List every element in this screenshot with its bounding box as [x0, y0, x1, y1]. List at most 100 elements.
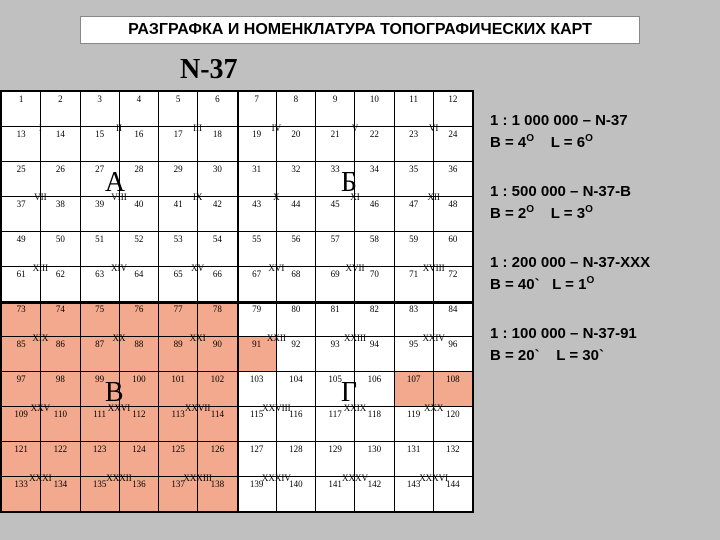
- grid-cell: 61: [2, 267, 41, 302]
- grid-cell: 76: [119, 302, 158, 337]
- grid-cell: 50: [41, 232, 80, 267]
- grid-cell: 53: [159, 232, 198, 267]
- grid-cell: 114: [198, 407, 237, 442]
- grid-cell: 41: [159, 197, 198, 232]
- grid-cell: 78: [198, 302, 237, 337]
- grid-cell: 3: [80, 92, 119, 127]
- note-dims: В = 20` L = 30`: [490, 346, 710, 364]
- grid-cell: 91: [237, 337, 276, 372]
- grid-cell: 134: [41, 477, 80, 512]
- grid-cell: 71: [394, 267, 433, 302]
- grid-cell: 35: [394, 162, 433, 197]
- grid-cell: 126: [198, 442, 237, 477]
- grid-cell: 59: [394, 232, 433, 267]
- grid-cell: 51: [80, 232, 119, 267]
- grid-cell: 62: [41, 267, 80, 302]
- grid-cell: 54: [198, 232, 237, 267]
- grid-cell: 90: [198, 337, 237, 372]
- grid-cell: 77: [159, 302, 198, 337]
- grid-cell: 40: [119, 197, 158, 232]
- grid-cell: 104: [276, 372, 315, 407]
- grid-cell: 135: [80, 477, 119, 512]
- grid-cell: 24: [433, 127, 472, 162]
- grid-cell: 55: [237, 232, 276, 267]
- grid-cell: 33: [316, 162, 355, 197]
- grid-cell: 85: [2, 337, 41, 372]
- note-0: 1 : 1 000 000 – N-37 В = 4О L = 6О: [490, 112, 710, 151]
- grid-cell: 52: [119, 232, 158, 267]
- grid-cell: 26: [41, 162, 80, 197]
- grid-cell: 87: [80, 337, 119, 372]
- grid-cell: 79: [237, 302, 276, 337]
- note-dims: В = 2О L = 3О: [490, 204, 710, 222]
- grid-cell: 16: [119, 127, 158, 162]
- note-scale: 1 : 500 000 – N-37-В: [490, 183, 710, 200]
- grid-cell: 63: [80, 267, 119, 302]
- grid-cell: 95: [394, 337, 433, 372]
- grid-cell: 57: [316, 232, 355, 267]
- grid-cell: 116: [276, 407, 315, 442]
- grid-cell: 140: [276, 477, 315, 512]
- note-scale: 1 : 200 000 – N-37-XXX: [490, 254, 710, 271]
- grid-cell: 81: [316, 302, 355, 337]
- grid-cell: 96: [433, 337, 472, 372]
- grid-cell: 29: [159, 162, 198, 197]
- grid-cell: 75: [80, 302, 119, 337]
- grid-cell: 98: [41, 372, 80, 407]
- grid-cell: 44: [276, 197, 315, 232]
- grid-cell: 15: [80, 127, 119, 162]
- note-scale: 1 : 100 000 – N-37-91: [490, 325, 710, 342]
- grid-cell: 112: [119, 407, 158, 442]
- grid-cell: 94: [355, 337, 394, 372]
- grid-cell: 67: [237, 267, 276, 302]
- grid-cell: 1: [2, 92, 41, 127]
- grid-cell: 13: [2, 127, 41, 162]
- grid-cell: 73: [2, 302, 41, 337]
- grid-cell: 22: [355, 127, 394, 162]
- grid-cell: 99: [80, 372, 119, 407]
- grid-cell: 141: [316, 477, 355, 512]
- grid-cell: 113: [159, 407, 198, 442]
- grid-cell: 12: [433, 92, 472, 127]
- grid-cell: 110: [41, 407, 80, 442]
- grid-cell: 72: [433, 267, 472, 302]
- grid-cell: 89: [159, 337, 198, 372]
- note-3: 1 : 100 000 – N-37-91 В = 20` L = 30`: [490, 325, 710, 364]
- grid-cell: 101: [159, 372, 198, 407]
- grid-cell: 138: [198, 477, 237, 512]
- grid-cell: 97: [2, 372, 41, 407]
- grid-cell: 48: [433, 197, 472, 232]
- grid-cell: 83: [394, 302, 433, 337]
- grid-cell: 42: [198, 197, 237, 232]
- grid-cell: 118: [355, 407, 394, 442]
- grid-cell: 142: [355, 477, 394, 512]
- grid-cell: 9: [316, 92, 355, 127]
- grid-cell: 84: [433, 302, 472, 337]
- grid-cell: 2: [41, 92, 80, 127]
- note-dims: В = 4О L = 6О: [490, 133, 710, 151]
- grid-cell: 19: [237, 127, 276, 162]
- grid-cell: 28: [119, 162, 158, 197]
- grid-cell: 60: [433, 232, 472, 267]
- grid-cell: 46: [355, 197, 394, 232]
- grid-cell: 11: [394, 92, 433, 127]
- grid-cell: 144: [433, 477, 472, 512]
- grid-cell: 105: [316, 372, 355, 407]
- grid-cell: 115: [237, 407, 276, 442]
- grid-cell: 65: [159, 267, 198, 302]
- note-dims: В = 40` L = 1О: [490, 275, 710, 293]
- grid-cell: 92: [276, 337, 315, 372]
- grid-table: 1234567891011121314151617181920212223242…: [1, 91, 473, 512]
- grid-cell: 45: [316, 197, 355, 232]
- grid-cell: 129: [316, 442, 355, 477]
- scale-notes: 1 : 1 000 000 – N-37 В = 4О L = 6О 1 : 5…: [490, 108, 710, 396]
- grid-cell: 132: [433, 442, 472, 477]
- grid-cell: 14: [41, 127, 80, 162]
- grid-cell: 66: [198, 267, 237, 302]
- grid-cell: 111: [80, 407, 119, 442]
- grid-cell: 128: [276, 442, 315, 477]
- grid-cell: 43: [237, 197, 276, 232]
- grid-cell: 106: [355, 372, 394, 407]
- grid-cell: 7: [237, 92, 276, 127]
- grid-cell: 69: [316, 267, 355, 302]
